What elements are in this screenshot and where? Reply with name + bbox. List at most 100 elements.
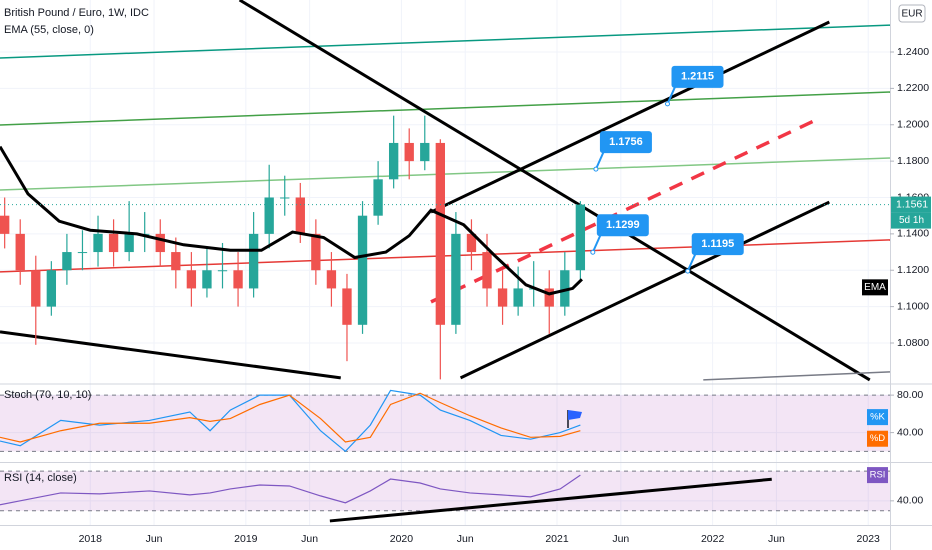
countdown-tag xyxy=(891,212,931,229)
x-tick-label: Jun xyxy=(768,533,785,545)
trend-line xyxy=(238,0,871,382)
indicator-label: EMA (55, close, 0) xyxy=(4,24,94,36)
candle-body xyxy=(46,270,57,307)
callout-anchor xyxy=(590,249,596,255)
candle-body xyxy=(311,233,321,271)
candle-body xyxy=(0,215,10,234)
candle-body xyxy=(326,270,337,289)
currency-label[interactable]: EUR xyxy=(901,9,922,20)
countdown-label: 5d 1h xyxy=(899,215,924,226)
y-tick-label: 1.1200 xyxy=(897,264,929,276)
candle-body xyxy=(373,179,383,216)
y-tick-label: 1.2400 xyxy=(897,46,929,58)
callout-box xyxy=(691,233,744,256)
ema-tag-label: EMA xyxy=(864,282,886,293)
series-tag xyxy=(867,430,888,447)
trend-line xyxy=(0,330,341,380)
x-tick-label: Jun xyxy=(457,533,474,545)
candle-body xyxy=(575,204,586,271)
callout-box xyxy=(599,131,652,154)
candle-body xyxy=(357,215,368,325)
candle-body xyxy=(280,197,290,199)
indicator-line xyxy=(0,474,581,506)
callout-anchor xyxy=(665,101,670,107)
candle-body xyxy=(15,233,25,271)
callout-pointer xyxy=(591,233,602,253)
callout-label: 1.1756 xyxy=(609,136,643,148)
price-tag xyxy=(891,196,931,213)
series-tag-label: %K xyxy=(870,412,885,423)
candle-body xyxy=(513,288,523,307)
callout-box xyxy=(671,65,724,88)
trend-line xyxy=(329,477,772,523)
chart-title: British Pound / Euro, 1W, IDC xyxy=(4,7,149,19)
candle-body xyxy=(93,233,103,253)
candle-body xyxy=(497,288,508,307)
callout-label: 1.2115 xyxy=(681,71,714,83)
series-tag-label: %D xyxy=(870,433,885,444)
x-tick-label: Jun xyxy=(301,533,318,545)
candle-body xyxy=(544,288,554,307)
candle-body xyxy=(342,288,352,325)
callout-box xyxy=(596,214,649,237)
candle-body xyxy=(108,233,119,253)
candle-body xyxy=(171,252,181,271)
callout-pointer xyxy=(595,150,605,170)
candle-body xyxy=(420,142,430,162)
candle-body xyxy=(186,270,197,289)
price-tag-label: 1.1561 xyxy=(896,198,928,210)
trend-line xyxy=(459,200,830,380)
indicator-label: RSI (14, close) xyxy=(4,472,77,484)
candle-body xyxy=(435,142,445,325)
y-tick-label: 1.2000 xyxy=(897,119,929,131)
y-tick-label: 40.00 xyxy=(897,495,923,507)
x-tick-label: Jun xyxy=(146,533,163,545)
candle-body xyxy=(295,197,305,234)
series-tag xyxy=(867,467,888,484)
y-tick-label: 1.0800 xyxy=(897,337,929,349)
candle-body xyxy=(404,142,414,162)
candle-body xyxy=(31,270,41,307)
candle-body xyxy=(233,270,243,289)
candle-body xyxy=(124,233,134,253)
callout-pointer xyxy=(686,252,697,272)
x-tick-label: 2023 xyxy=(857,533,881,545)
candle-body xyxy=(466,233,477,253)
currency-box[interactable] xyxy=(898,4,926,23)
callout-pointer xyxy=(666,85,677,105)
trend-line xyxy=(430,20,830,214)
x-tick-label: 2018 xyxy=(79,533,103,545)
x-tick-label: 2022 xyxy=(701,533,725,545)
flag-icon xyxy=(567,410,582,428)
callout-label: 1.1299 xyxy=(606,219,640,231)
series-tag xyxy=(867,409,888,426)
callout-label: 1.1195 xyxy=(701,238,734,250)
y-tick-label: 1.1800 xyxy=(897,155,929,167)
x-tick-label: Jun xyxy=(612,533,629,545)
y-tick-label: 1.1400 xyxy=(897,228,929,240)
candle-body xyxy=(77,252,88,254)
candle-body xyxy=(202,270,212,289)
x-tick-label: 2019 xyxy=(234,533,258,545)
trend-line xyxy=(0,24,890,59)
y-tick-label: 80.00 xyxy=(897,389,923,401)
y-tick-label: 1.2200 xyxy=(897,82,929,94)
candle-body xyxy=(62,252,72,271)
candle-body xyxy=(560,270,570,307)
ema-line xyxy=(0,145,583,296)
flag xyxy=(568,410,582,420)
trend-line xyxy=(703,371,890,381)
x-tick-label: 2021 xyxy=(545,533,569,545)
candle-body xyxy=(248,233,259,289)
trend-line xyxy=(0,91,890,126)
band-fill xyxy=(0,471,890,511)
y-tick-label: 40.00 xyxy=(897,426,923,438)
indicator-line xyxy=(0,392,581,443)
indicator-label: Stoch (70, 10, 10) xyxy=(4,389,91,401)
callout-anchor xyxy=(593,166,599,172)
candle-body xyxy=(482,252,492,289)
candle-body xyxy=(155,233,165,253)
candle-body xyxy=(264,197,274,234)
